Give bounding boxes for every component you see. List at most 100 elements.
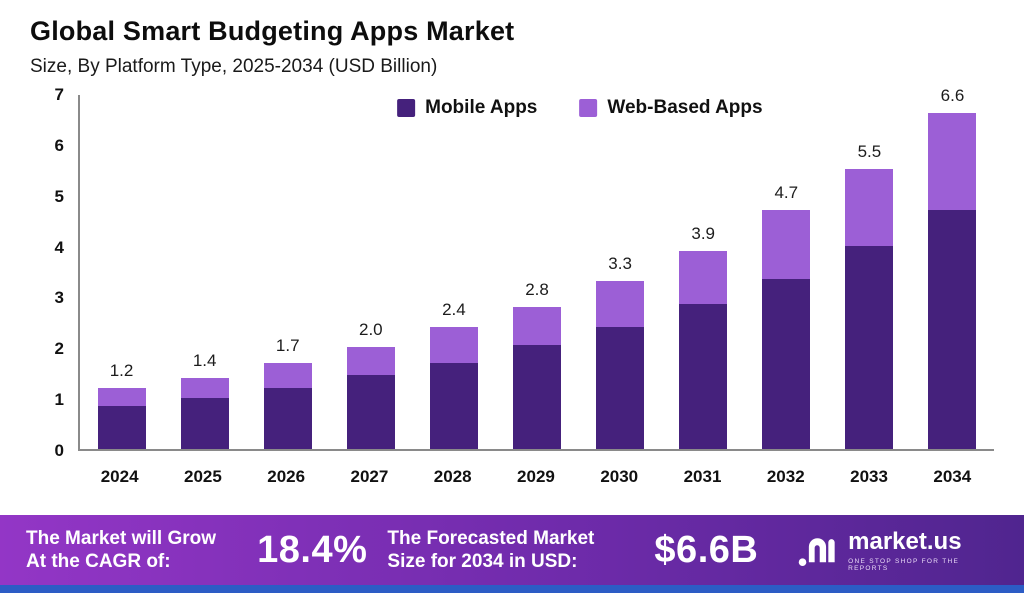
bar-group-2030: 3.3: [579, 254, 662, 449]
bottom-accent-strip: [0, 585, 1024, 593]
x-axis: 2024 2025 2026 2027 2028 2029 2030 2031 2032 2033…: [78, 451, 994, 515]
y-axis-label-4: 4: [54, 237, 64, 257]
bar-value-label: 2.0: [359, 320, 383, 340]
chart-title: Global Smart Budgeting Apps Market: [30, 16, 515, 46]
x-axis-label-2034: 2034: [933, 467, 972, 486]
legend-swatch-web-icon: [579, 99, 598, 117]
stacked-bar: [346, 347, 395, 449]
brand-logo: market.us ONE STOP SHOP FOR THE REPORTS: [798, 528, 1002, 572]
x-axis-label-2030: 2030: [600, 467, 639, 486]
segment-web-based-apps: [513, 306, 562, 345]
x-axis-label-2032: 2032: [766, 467, 805, 486]
cagr-value: 18.4%: [257, 528, 368, 571]
x-axis-label-2027: 2027: [350, 467, 389, 486]
y-axis-label-2: 2: [54, 339, 64, 359]
stacked-bar: [513, 306, 562, 449]
bar-value-label: 3.3: [608, 254, 632, 274]
stacked-bar: [429, 326, 478, 449]
legend: Mobile Apps Web-Based Apps: [397, 97, 763, 119]
chart-subtitle: Size, By Platform Type, 2025-2034 (USD B…: [30, 56, 438, 77]
brand-name: market.us: [848, 528, 962, 555]
y-axis: 0 1 2 3 4 5 6 7: [26, 85, 78, 460]
segment-web-based-apps: [928, 113, 977, 210]
bar-group-2027: 2.0: [329, 320, 412, 449]
segment-mobile-apps: [97, 405, 146, 449]
x-axis-label-2029: 2029: [517, 467, 555, 486]
bar-group-2024: 1.2: [80, 361, 163, 449]
market-us-logo-icon: [799, 538, 835, 567]
bar-group-2034: 6.6: [911, 86, 994, 449]
segment-mobile-apps: [845, 245, 894, 449]
y-axis-label-0: 0: [54, 441, 64, 460]
legend-item-mobile-apps: Mobile Apps: [397, 97, 537, 119]
bar-group-2028: 2.4: [412, 300, 495, 449]
stacked-bar: [97, 387, 146, 449]
bar-group-2029: 2.8: [495, 280, 578, 449]
x-axis-label-2025: 2025: [183, 467, 222, 486]
segment-mobile-apps: [346, 375, 395, 449]
segment-web-based-apps: [679, 250, 728, 305]
stacked-bar: [679, 250, 728, 449]
y-axis-label-6: 6: [54, 135, 64, 155]
bar-group-2032: 4.7: [745, 183, 828, 449]
bar-group-2031: 3.9: [662, 224, 745, 449]
stacked-bar: [596, 281, 645, 449]
segment-web-based-apps: [596, 281, 645, 327]
segment-web-based-apps: [263, 362, 312, 388]
bar-value-label: 6.6: [940, 86, 965, 106]
bar-value-label: 4.7: [774, 182, 799, 202]
brand-tagline: ONE STOP SHOP FOR THE REPORTS: [848, 558, 960, 572]
segment-web-based-apps: [346, 347, 395, 376]
bar-value-label: 1.4: [192, 350, 217, 370]
y-axis-label-3: 3: [54, 288, 64, 308]
segment-mobile-apps: [180, 398, 229, 449]
segment-mobile-apps: [679, 304, 728, 449]
bar-value-label: 1.2: [109, 360, 134, 380]
y-axis-label-5: 5: [54, 186, 64, 206]
plot-wrap: Mobile Apps Web-Based Apps 1.2 1.4 1.7 2.0 2…: [78, 86, 994, 515]
stacked-bar: [928, 113, 977, 449]
bottom-banner: The Market will Grow At the CAGR of: 18.…: [0, 515, 1024, 585]
bar-value-label: 2.8: [525, 279, 549, 299]
segment-mobile-apps: [762, 278, 811, 449]
stacked-bar: [762, 209, 811, 449]
brand-text: market.us ONE STOP SHOP FOR THE REPORTS: [848, 528, 1002, 572]
segment-mobile-apps: [513, 344, 562, 449]
stacked-bar: [845, 169, 894, 449]
plot: 1.2 1.4 1.7 2.0 2.4 2.8 3.3 3.9 4.7 5.5 6.6: [78, 86, 994, 451]
bar-group-2033: 5.5: [828, 142, 911, 449]
x-axis-label-2024: 2024: [100, 467, 139, 486]
segment-mobile-apps: [928, 209, 977, 449]
bar-value-label: 2.4: [442, 299, 466, 319]
chart-header: Global Smart Budgeting Apps Market Size,…: [0, 0, 1024, 95]
stacked-bar: [263, 362, 312, 449]
legend-label-web: Web-Based Apps: [607, 97, 763, 118]
x-axis-label-2031: 2031: [683, 467, 722, 486]
bar-value-label: 5.5: [857, 142, 882, 162]
y-axis-label-7: 7: [54, 85, 64, 104]
bar-group-2025: 1.4: [163, 351, 246, 449]
bar-group-2026: 1.7: [246, 336, 329, 449]
segment-web-based-apps: [97, 387, 146, 406]
forecast-value: $6.6B: [654, 528, 759, 571]
legend-item-web-based-apps: Web-Based Apps: [579, 97, 763, 119]
legend-swatch-mobile-icon: [397, 99, 416, 117]
segment-mobile-apps: [429, 362, 478, 449]
legend-label-mobile: Mobile Apps: [425, 97, 538, 118]
segment-web-based-apps: [180, 377, 229, 399]
segment-mobile-apps: [263, 387, 312, 449]
cagr-label: The Market will Grow At the CAGR of:: [26, 527, 217, 572]
stacked-bar: [180, 377, 229, 449]
segment-web-based-apps: [762, 209, 811, 279]
x-axis-label-2033: 2033: [850, 467, 888, 486]
segment-mobile-apps: [596, 326, 645, 449]
x-axis-label-2026: 2026: [267, 467, 306, 486]
segment-web-based-apps: [429, 326, 478, 363]
forecast-label: The Forecasted Market Size for 2034 in U…: [387, 527, 595, 572]
x-axis-label-2028: 2028: [433, 467, 472, 486]
bar-value-label: 1.7: [275, 335, 300, 355]
bar-value-label: 3.9: [691, 223, 716, 243]
y-axis-label-1: 1: [54, 390, 64, 410]
